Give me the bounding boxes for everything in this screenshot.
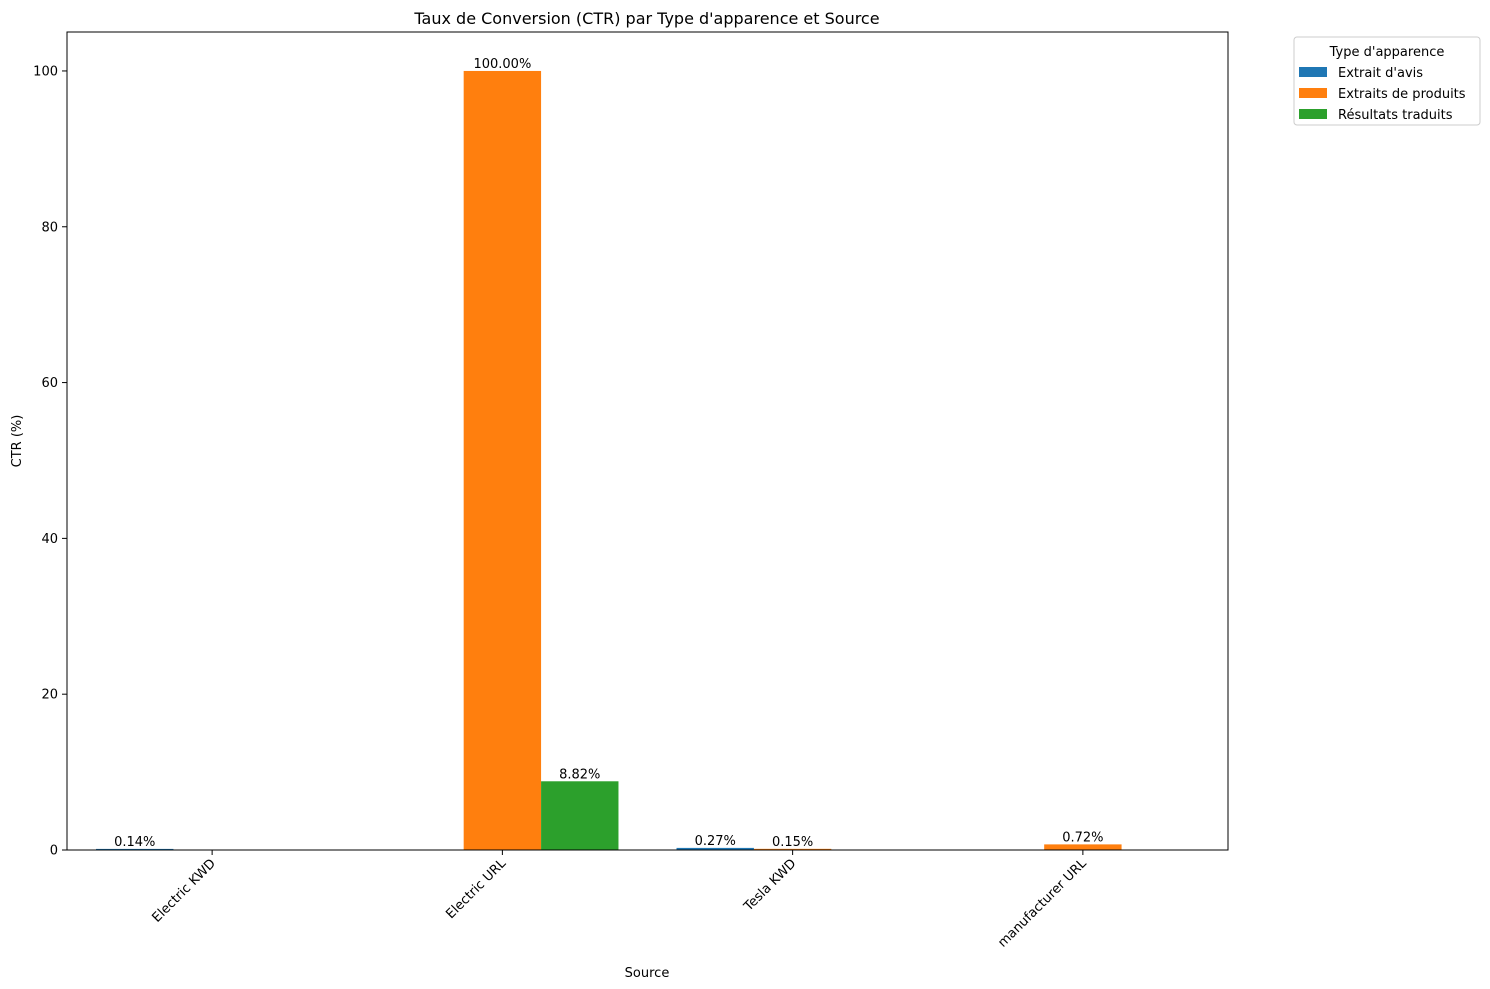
legend-swatch-2 [1299, 109, 1327, 119]
x-axis-label: Source [625, 966, 670, 981]
y-tick-label-4: 80 [41, 220, 58, 235]
y-tick-label-2: 40 [41, 532, 58, 547]
bar-0-2 [676, 847, 754, 850]
data-label-1-1: 100.00% [473, 57, 531, 72]
legend: Type d'apparence Extrait d'avis Extraits … [1293, 36, 1481, 126]
legend-label-1: Extraits de produits [1338, 87, 1466, 102]
legend-title: Type d'apparence [1329, 45, 1445, 60]
data-label-1-2: 0.15% [772, 835, 813, 850]
y-tick-label-5: 100 [33, 64, 58, 79]
legend-frame [1293, 36, 1481, 126]
y-axis-label: CTR (%) [10, 415, 25, 468]
x-tick-label-1: Electric URL [443, 856, 509, 922]
legend-label-0: Extrait d'avis [1338, 66, 1423, 81]
plot-frame [66, 31, 1229, 851]
data-label-1-3: 0.72% [1062, 830, 1103, 845]
bar-1-1 [463, 70, 542, 850]
data-label-0-0: 0.14% [114, 835, 155, 850]
bar-1-2 [753, 848, 832, 850]
bar-0-0 [96, 848, 174, 850]
data-label-2-1: 8.82% [559, 767, 600, 782]
legend-swatch-1 [1299, 88, 1327, 98]
y-tick-label-0: 0 [50, 844, 58, 859]
x-tick-label-2: Tesla KWD [741, 856, 800, 915]
x-tick-label-3: manufacturer URL [995, 856, 1090, 951]
bar-1-3 [1044, 844, 1122, 850]
chart-title: Taux de Conversion (CTR) par Type d'appa… [413, 9, 879, 28]
x-tick-label-0: Electric KWD [149, 856, 218, 925]
legend-swatch-0 [1299, 67, 1327, 77]
y-tick-label-3: 60 [41, 376, 58, 391]
bar-2-1 [541, 781, 619, 850]
plot-area: 0.14% 0.27% 100.00% 0.15% 0.72% 8.82% 0 20 40 60 8… [33, 31, 1229, 951]
y-tick-label-1: 20 [41, 688, 58, 703]
data-label-0-2: 0.27% [695, 834, 736, 849]
legend-label-2: Résultats traduits [1338, 108, 1453, 123]
